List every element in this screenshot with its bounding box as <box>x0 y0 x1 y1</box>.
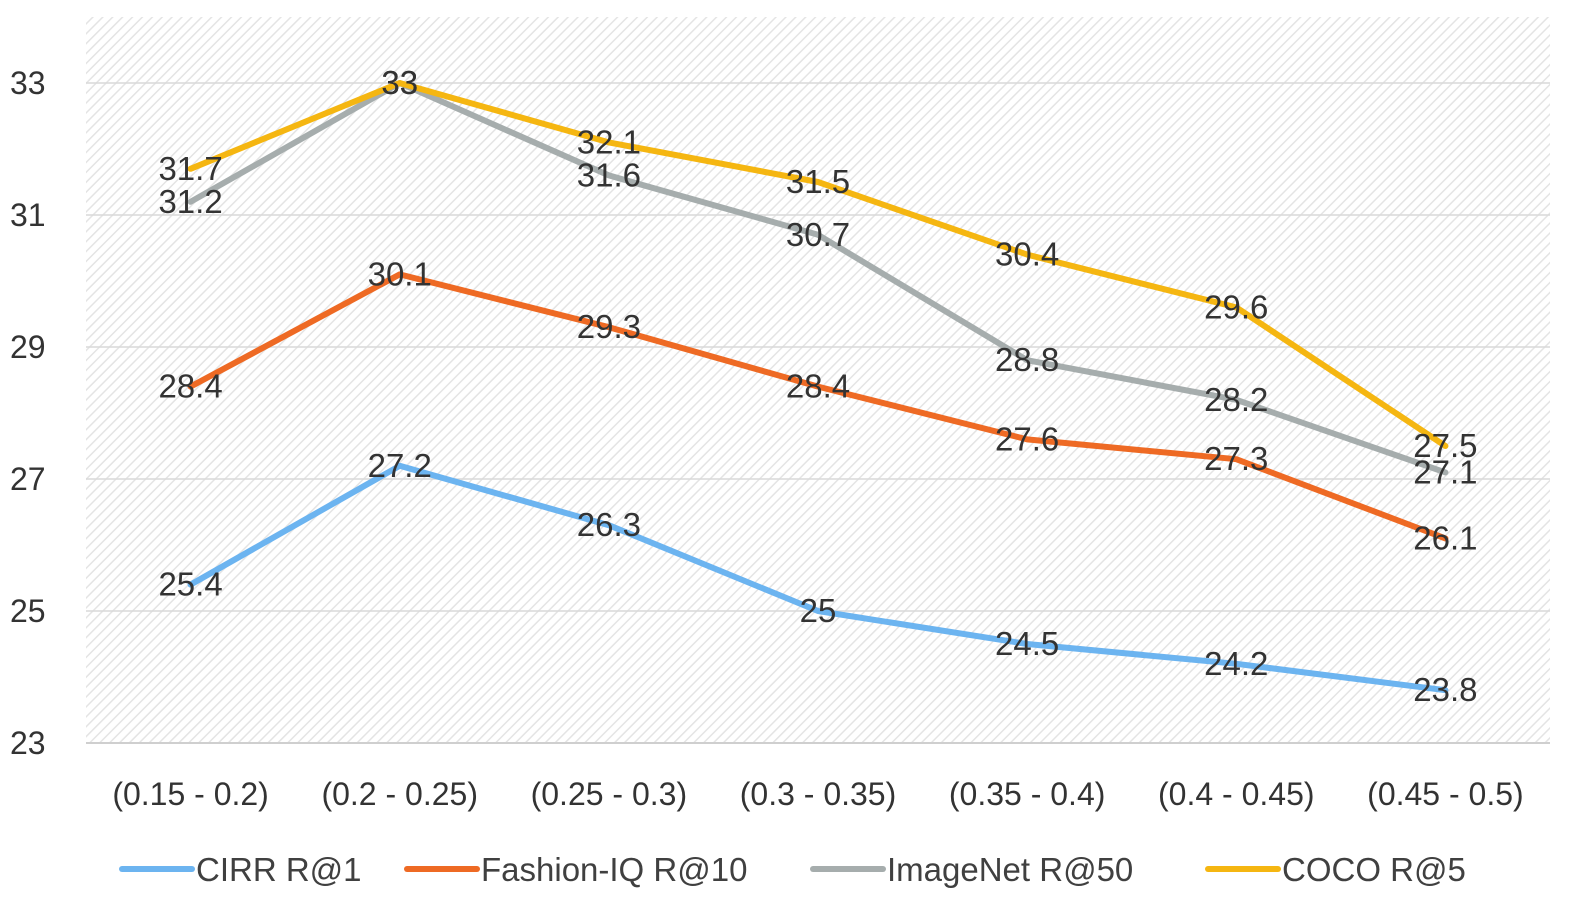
data-label: 31.5 <box>786 163 850 200</box>
data-label: 25 <box>800 592 837 629</box>
data-label: 27.3 <box>1204 440 1268 477</box>
data-label: 28.2 <box>1204 381 1268 418</box>
y-tick-label: 23 <box>10 725 46 761</box>
y-axis-ticks: 23 25 27 29 31 33 <box>10 65 46 761</box>
y-tick-label: 31 <box>10 197 46 233</box>
data-label: 24.2 <box>1204 645 1268 682</box>
data-label: 28.4 <box>786 368 850 405</box>
data-label: 33 <box>381 64 418 101</box>
y-tick-label: 33 <box>10 65 46 101</box>
series-line-0 <box>187 462 1449 694</box>
y-tick-label: 27 <box>10 461 46 497</box>
data-label: 28.4 <box>158 368 222 405</box>
legend-label: COCO R@5 <box>1282 851 1466 888</box>
data-label: 25.4 <box>158 566 222 603</box>
data-label: 31.2 <box>158 183 222 220</box>
data-label: 27.6 <box>995 420 1059 457</box>
data-label: 32.1 <box>577 123 641 160</box>
data-label: 26.1 <box>1413 519 1477 556</box>
x-tick-label: (0.4 - 0.45) <box>1158 776 1315 812</box>
series-line-1 <box>187 271 1449 542</box>
data-label: 30.7 <box>786 216 850 253</box>
data-label: 24.5 <box>995 625 1059 662</box>
data-label: 31.6 <box>577 156 641 193</box>
data-label: 33 <box>381 64 418 101</box>
data-label: 26.3 <box>577 506 641 543</box>
x-axis-ticks: (0.15 - 0.2) (0.2 - 0.25) (0.25 - 0.3) (0.3… <box>112 776 1523 812</box>
data-label: 30.4 <box>995 236 1059 273</box>
data-label: 29.3 <box>577 308 641 345</box>
y-tick-label: 29 <box>10 329 46 365</box>
data-label: 30.1 <box>368 255 432 292</box>
data-label: 31.7 <box>158 150 222 187</box>
x-tick-label: (0.35 - 0.4) <box>949 776 1106 812</box>
series-lines <box>187 80 1449 694</box>
data-label: 28.8 <box>995 341 1059 378</box>
data-labels: 25.4 27.2 26.3 25 24.5 24.2 23.8 28.4 30.1 29.3 28… <box>158 64 1477 708</box>
legend-label: Fashion-IQ R@10 <box>481 851 747 888</box>
x-tick-label: (0.25 - 0.3) <box>531 776 688 812</box>
data-label: 23.8 <box>1413 671 1477 708</box>
legend: CIRR R@1 Fashion-IQ R@10 ImageNet R@50 COCO… <box>119 851 1466 888</box>
legend-label: ImageNet R@50 <box>887 851 1133 888</box>
data-label: 27.1 <box>1413 453 1477 490</box>
data-label: 27.2 <box>368 447 432 484</box>
x-tick-label: (0.45 - 0.5) <box>1367 776 1524 812</box>
x-tick-label: (0.2 - 0.25) <box>321 776 478 812</box>
data-label: 29.6 <box>1204 288 1268 325</box>
gridlines <box>86 82 1550 612</box>
x-tick-label: (0.3 - 0.35) <box>740 776 897 812</box>
x-tick-label: (0.15 - 0.2) <box>112 776 269 812</box>
data-label: 27.5 <box>1413 427 1477 464</box>
legend-label: CIRR R@1 <box>196 851 362 888</box>
y-tick-label: 25 <box>10 593 46 629</box>
plot-area <box>86 17 1550 744</box>
series-line-3 <box>187 80 1449 449</box>
